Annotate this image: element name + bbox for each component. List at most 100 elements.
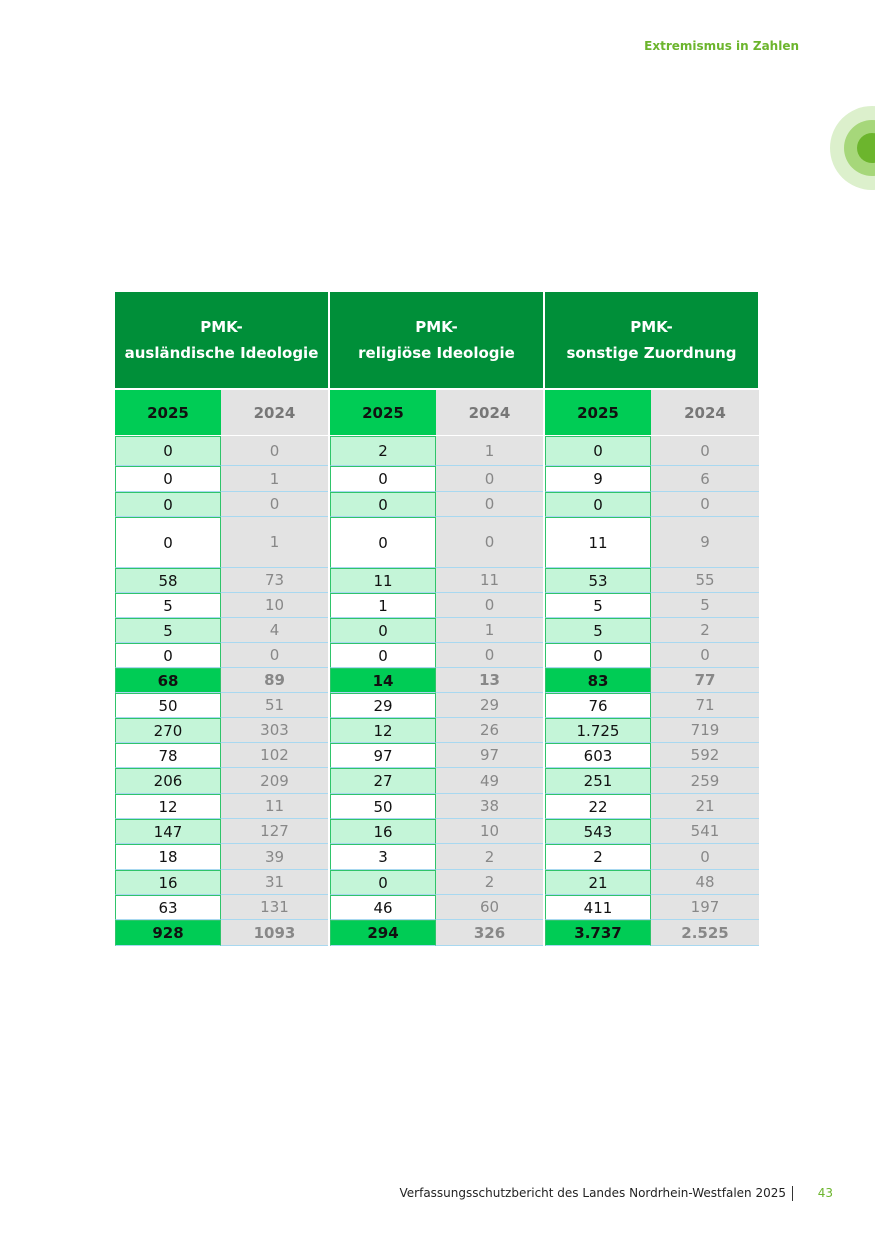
table-cell: 26 xyxy=(436,718,543,743)
table-cell: 0 xyxy=(115,492,221,517)
table-cell: 11 xyxy=(330,568,436,593)
table-cell: 0 xyxy=(330,517,436,568)
group-header: PMK-sonstige Zuordnung xyxy=(545,292,758,388)
table-cell: 0 xyxy=(330,492,436,517)
table-cell: 27 xyxy=(330,768,436,794)
table-cell: 49 xyxy=(436,768,543,794)
table-cell: 2 xyxy=(436,844,543,870)
total-cell: 928 xyxy=(115,920,221,946)
table-cell: 1 xyxy=(221,517,328,568)
table-cell: 603 xyxy=(545,743,651,768)
year-header: 2024 xyxy=(436,390,543,435)
table-cell: 0 xyxy=(436,593,543,618)
table-cell: 76 xyxy=(545,693,651,718)
table-cell: 0 xyxy=(115,517,221,568)
table-cell: 16 xyxy=(330,819,436,844)
table-cell: 97 xyxy=(330,743,436,768)
table-cell: 12 xyxy=(115,794,221,819)
group-header-line: religiöse Ideologie xyxy=(358,344,515,362)
table-cell: 259 xyxy=(651,768,759,794)
table-cell: 46 xyxy=(330,895,436,920)
year-header: 2025 xyxy=(115,390,221,435)
year-header: 2024 xyxy=(221,390,328,435)
table-cell: 1.725 xyxy=(545,718,651,743)
table-cell: 16 xyxy=(115,870,221,895)
total-cell: 326 xyxy=(436,920,543,946)
table-cell: 0 xyxy=(221,643,328,668)
table-cell: 18 xyxy=(115,844,221,870)
table-cell: 78 xyxy=(115,743,221,768)
table-cell: 0 xyxy=(545,492,651,517)
table-cell: 29 xyxy=(330,693,436,718)
group-header: PMK-ausländische Ideologie xyxy=(115,292,328,388)
table-cell: 48 xyxy=(651,870,759,895)
table-cell: 0 xyxy=(651,844,759,870)
table-cell: 2 xyxy=(545,844,651,870)
table-cell: 131 xyxy=(221,895,328,920)
table-cell: 53 xyxy=(545,568,651,593)
table-cell: 592 xyxy=(651,743,759,768)
table-cell: 541 xyxy=(651,819,759,844)
total-cell: 77 xyxy=(651,668,759,693)
table-cell: 0 xyxy=(651,492,759,517)
table-cell: 58 xyxy=(115,568,221,593)
table-cell: 0 xyxy=(436,492,543,517)
table-cell: 0 xyxy=(330,466,436,492)
table-cell: 21 xyxy=(651,794,759,819)
table-cell: 5 xyxy=(651,593,759,618)
table-cell: 206 xyxy=(115,768,221,794)
table-cell: 29 xyxy=(436,693,543,718)
year-header: 2025 xyxy=(545,390,651,435)
table-cell: 10 xyxy=(221,593,328,618)
table-cell: 0 xyxy=(115,436,221,466)
year-header: 2024 xyxy=(651,390,759,435)
table-cell: 0 xyxy=(436,643,543,668)
table-cell: 1 xyxy=(221,466,328,492)
table-cell: 50 xyxy=(330,794,436,819)
table-cell: 251 xyxy=(545,768,651,794)
table-cell: 12 xyxy=(330,718,436,743)
total-cell: 14 xyxy=(330,668,436,693)
table-cell: 127 xyxy=(221,819,328,844)
table-cell: 63 xyxy=(115,895,221,920)
footer-text: Verfassungsschutzbericht des Landes Nord… xyxy=(400,1186,793,1201)
group-header-line: PMK- xyxy=(630,318,673,336)
table-cell: 39 xyxy=(221,844,328,870)
table-cell: 3 xyxy=(330,844,436,870)
table-cell: 71 xyxy=(651,693,759,718)
total-cell: 68 xyxy=(115,668,221,693)
total-cell: 13 xyxy=(436,668,543,693)
table-cell: 0 xyxy=(330,870,436,895)
table-cell: 38 xyxy=(436,794,543,819)
page-number: 43 xyxy=(817,1186,833,1200)
table-cell: 1 xyxy=(436,618,543,643)
table-cell: 0 xyxy=(651,643,759,668)
table-cell: 51 xyxy=(221,693,328,718)
table-cell: 0 xyxy=(545,436,651,466)
table-cell: 9 xyxy=(545,466,651,492)
table-cell: 21 xyxy=(545,870,651,895)
table-cell: 303 xyxy=(221,718,328,743)
table-cell: 0 xyxy=(115,643,221,668)
table-cell: 209 xyxy=(221,768,328,794)
table-cell: 0 xyxy=(651,436,759,466)
table-cell: 0 xyxy=(436,517,543,568)
group-header-line: PMK- xyxy=(415,318,458,336)
year-header: 2025 xyxy=(330,390,436,435)
table-cell: 543 xyxy=(545,819,651,844)
table-cell: 97 xyxy=(436,743,543,768)
table-cell: 11 xyxy=(436,568,543,593)
table-cell: 50 xyxy=(115,693,221,718)
table-cell: 1 xyxy=(330,593,436,618)
table-cell: 55 xyxy=(651,568,759,593)
table-cell: 5 xyxy=(545,618,651,643)
header-title: Extremismus in Zahlen xyxy=(644,39,799,53)
total-cell: 89 xyxy=(221,668,328,693)
table-cell: 0 xyxy=(330,618,436,643)
decoration xyxy=(830,106,875,190)
total-cell: 1093 xyxy=(221,920,328,946)
total-cell: 2.525 xyxy=(651,920,759,946)
group-header: PMK-religiöse Ideologie xyxy=(330,292,543,388)
table-cell: 4 xyxy=(221,618,328,643)
table-cell: 0 xyxy=(436,466,543,492)
